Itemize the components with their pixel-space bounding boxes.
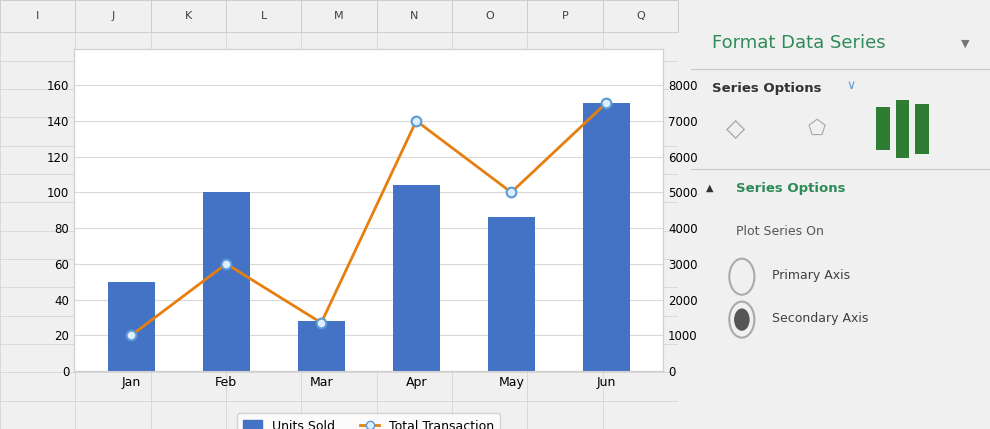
Text: N: N xyxy=(410,11,419,21)
FancyBboxPatch shape xyxy=(915,104,929,154)
Bar xyxy=(487,218,535,371)
FancyBboxPatch shape xyxy=(876,108,890,150)
Text: Secondary Axis: Secondary Axis xyxy=(772,312,868,325)
Text: O: O xyxy=(485,11,494,21)
Bar xyxy=(298,321,346,371)
Text: J: J xyxy=(112,11,115,21)
Bar xyxy=(392,185,440,371)
Text: Series Options: Series Options xyxy=(712,82,822,94)
Text: Q: Q xyxy=(637,11,644,21)
Bar xyxy=(226,0,301,32)
Text: Plot Series On: Plot Series On xyxy=(736,225,824,238)
Bar xyxy=(0,0,75,32)
Text: ▲: ▲ xyxy=(706,182,714,192)
Text: Series Options: Series Options xyxy=(736,182,845,195)
Legend: Units Sold, Total Transaction: Units Sold, Total Transaction xyxy=(238,413,500,429)
Bar xyxy=(75,0,150,32)
Bar xyxy=(301,0,377,32)
Bar xyxy=(528,0,603,32)
Bar xyxy=(203,192,250,371)
Text: K: K xyxy=(185,11,192,21)
Text: M: M xyxy=(335,11,344,21)
Text: ◇: ◇ xyxy=(727,117,745,141)
Bar xyxy=(582,103,630,371)
Bar xyxy=(603,0,678,32)
Text: I: I xyxy=(36,11,40,21)
Circle shape xyxy=(734,308,749,331)
Text: L: L xyxy=(260,11,267,21)
Text: P: P xyxy=(561,11,568,21)
Bar xyxy=(452,0,528,32)
Text: Primary Axis: Primary Axis xyxy=(772,269,849,282)
Text: ⬠: ⬠ xyxy=(808,119,826,139)
Text: ▼: ▼ xyxy=(960,39,969,48)
Text: ∨: ∨ xyxy=(846,79,855,92)
Bar xyxy=(108,282,155,371)
Text: Format Data Series: Format Data Series xyxy=(712,34,886,52)
FancyBboxPatch shape xyxy=(896,100,909,158)
Bar xyxy=(150,0,226,32)
Bar xyxy=(377,0,452,32)
